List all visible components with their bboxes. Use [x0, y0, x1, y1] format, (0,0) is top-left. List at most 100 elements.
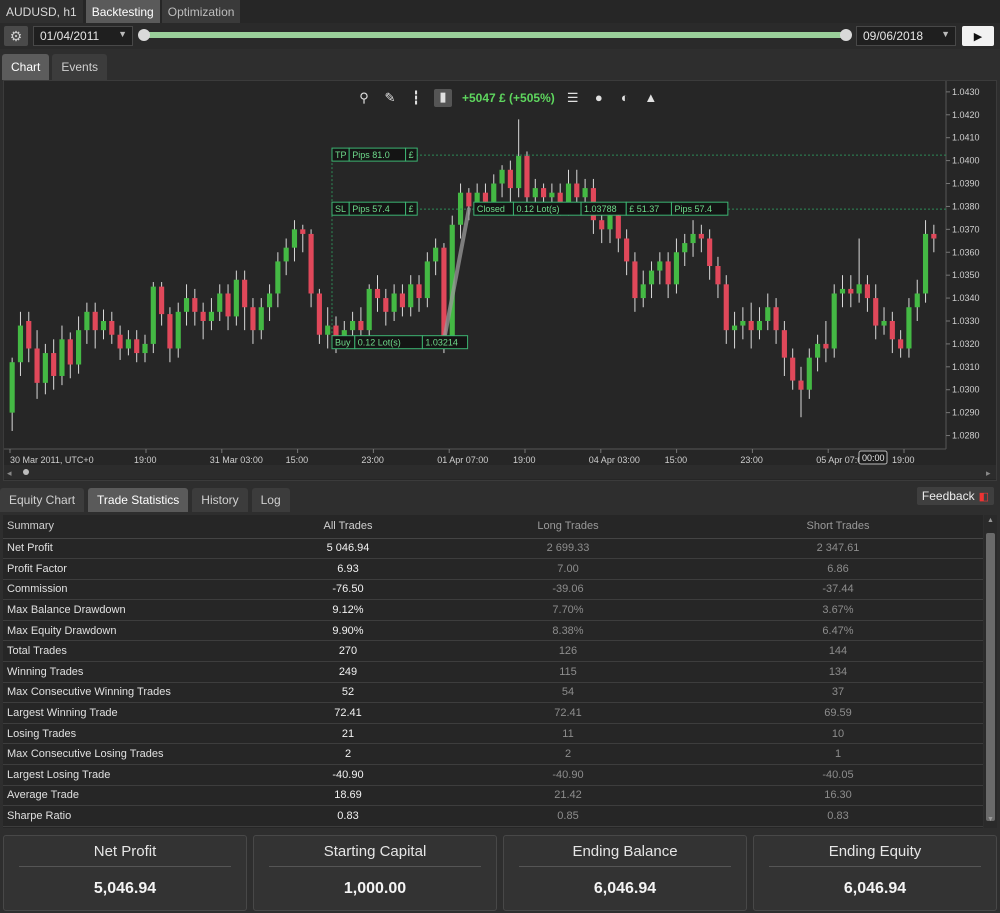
short-trades-cell: 2 347.61 — [693, 538, 983, 560]
short-trades-cell: -37.44 — [693, 579, 983, 601]
candle-body — [17, 325, 24, 363]
card-value: 6,046.94 — [593, 879, 657, 897]
candle-body — [399, 293, 405, 308]
candle-body — [482, 192, 489, 202]
list-icon[interactable]: ☰ — [566, 90, 579, 105]
settings-button[interactable]: ⚙ — [4, 26, 28, 46]
price-tick-label: 1.0290 — [952, 408, 980, 418]
candle-body — [624, 238, 630, 262]
divider — [768, 866, 982, 867]
tab-equity-chart[interactable]: Equity Chart — [0, 488, 85, 512]
candle-body — [250, 307, 256, 331]
card-value: 5,046.94 — [93, 879, 157, 897]
col-all-trades: All Trades — [253, 515, 443, 539]
candle-body — [134, 339, 140, 354]
chart-type-icon[interactable]: ▮ — [434, 89, 452, 107]
candle-body — [640, 284, 646, 299]
entry-label-cell — [421, 335, 469, 350]
long-trades-cell: 11 — [443, 723, 693, 745]
tab-optimization[interactable]: Optimization — [161, 0, 241, 23]
candle-body — [300, 229, 306, 234]
candle-body — [466, 192, 472, 207]
stats-scrollbar[interactable]: ▲ ▼ — [984, 515, 997, 828]
candle-body — [823, 343, 829, 349]
divider — [518, 866, 732, 867]
tab-history[interactable]: History — [192, 488, 248, 512]
sl-label-text: Pips 57.4 — [352, 204, 390, 214]
price-tick-label: 1.0300 — [952, 385, 980, 395]
long-trades-cell: 54 — [443, 682, 693, 704]
date-range-slider[interactable] — [142, 32, 848, 38]
long-trades-cell: 115 — [443, 661, 693, 683]
slider-start-handle[interactable] — [138, 29, 150, 41]
candle-body — [51, 353, 57, 376]
tab-log[interactable]: Log — [251, 488, 290, 512]
profit-readout: +5047 £ (+505%) — [462, 91, 555, 105]
card-value: 1,000.00 — [343, 879, 407, 897]
cursor-time-box — [858, 450, 888, 465]
candle-body — [175, 311, 181, 349]
candle-body — [325, 325, 331, 335]
candle-body — [192, 298, 198, 312]
price-tick-label: 1.0320 — [952, 339, 980, 349]
time-tick-label: 01 Apr 07:00 — [437, 455, 488, 465]
tp-label-text: £ — [409, 150, 414, 160]
candle-body — [532, 188, 538, 198]
candle-body — [740, 320, 746, 326]
play-button[interactable]: ▶ — [962, 26, 994, 46]
candle-body — [358, 320, 364, 331]
long-trades-cell: 7.70% — [443, 599, 693, 621]
candle-body — [125, 339, 131, 349]
sl-label-text: SL — [335, 204, 346, 214]
price-tick-label: 1.0410 — [952, 133, 980, 143]
candle-body — [308, 233, 314, 294]
tab-chart[interactable]: Chart — [2, 54, 50, 80]
person-icon[interactable]: ▲ — [644, 90, 658, 105]
candle-body — [42, 353, 48, 383]
table-row: Profit Factor 6.93 7.00 6.86 — [3, 558, 983, 580]
end-date-select[interactable]: 09/06/2018 ▼ — [856, 26, 956, 46]
settings-icon[interactable]: ● — [594, 90, 603, 105]
candle-body — [524, 156, 530, 198]
candle-body — [731, 325, 738, 331]
row-label: Losing Trades — [3, 723, 253, 745]
candle-body — [615, 215, 621, 239]
scroll-up-icon[interactable]: ▲ — [987, 517, 994, 524]
time-tick-label: 19:00 — [513, 455, 536, 465]
row-label: Profit Factor — [3, 558, 253, 580]
candle-body — [225, 293, 231, 317]
candle-body — [416, 284, 422, 299]
candle-body — [690, 233, 696, 244]
price-tick-label: 1.0400 — [952, 156, 980, 166]
candle-body — [26, 320, 32, 349]
candle-body — [333, 325, 339, 340]
feedback-button[interactable]: Feedback ◧ — [916, 487, 994, 505]
candle-body — [748, 320, 754, 331]
palette-icon[interactable]: ◐ — [620, 90, 629, 105]
long-trades-cell: -39.06 — [443, 579, 693, 601]
start-date-value: 01/04/2011 — [40, 29, 100, 43]
all-trades-cell: 9.12% — [253, 599, 443, 621]
long-trades-cell: 8.38% — [443, 620, 693, 642]
start-date-select[interactable]: 01/04/2011 ▼ — [33, 26, 133, 46]
all-trades-cell: -76.50 — [253, 579, 443, 601]
candles-icon[interactable]: ┇ — [412, 90, 420, 105]
divider — [18, 866, 232, 867]
scroll-down-icon[interactable]: ▼ — [987, 816, 994, 823]
scrollbar-thumb[interactable] — [986, 533, 995, 821]
zoom-icon[interactable]: ⚲ — [359, 90, 369, 105]
tab-backtesting[interactable]: Backtesting — [85, 0, 160, 23]
draw-icon[interactable]: ✎ — [384, 90, 396, 105]
price-tick-label: 1.0280 — [952, 431, 980, 441]
tab-trade-statistics[interactable]: Trade Statistics — [88, 488, 189, 512]
entry-label-text: 1.03214 — [425, 338, 458, 348]
candle-body — [233, 279, 239, 317]
candle-body — [150, 286, 156, 344]
candle-body — [242, 279, 248, 308]
long-trades-cell: -40.90 — [443, 764, 693, 786]
price-chart[interactable]: 1.0430 1.0420 1.0410 1.0400 1.0390 1.0380 1.03… — [3, 80, 997, 481]
cursor-time-label: 00:00 — [862, 453, 885, 463]
slider-end-handle[interactable] — [840, 29, 852, 41]
candle-body — [217, 293, 223, 312]
tab-events[interactable]: Events — [52, 54, 108, 80]
